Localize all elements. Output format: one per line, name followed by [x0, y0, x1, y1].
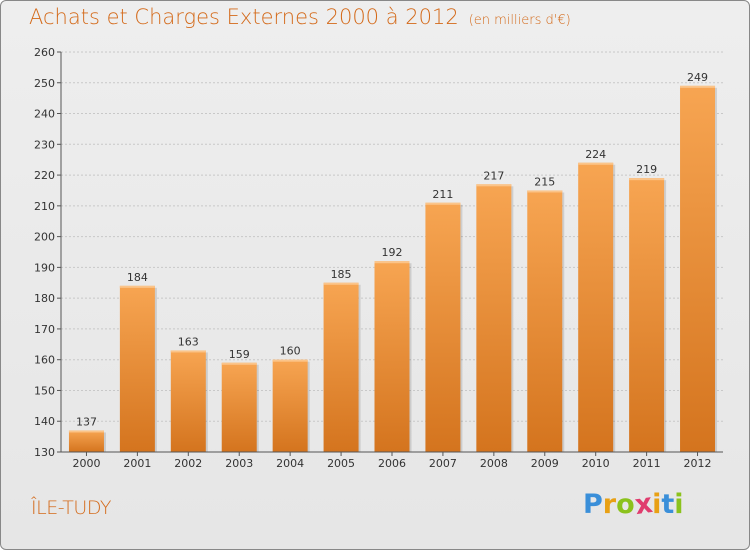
y-tick-label: 150: [34, 384, 55, 397]
logo-letter: r: [602, 489, 617, 520]
bar: [170, 350, 206, 452]
logo-letter: x: [632, 487, 655, 522]
bar-highlight: [68, 430, 104, 433]
x-tick-label: 2003: [225, 457, 253, 470]
y-tick-label: 200: [34, 231, 55, 244]
chart-title: Achats et Charges Externes 2000 à 2012 (e…: [29, 5, 571, 29]
x-tick-label: 2010: [582, 457, 610, 470]
logo-letter: P: [583, 489, 603, 520]
y-tick-label: 180: [34, 292, 55, 305]
bar-value-label: 184: [127, 271, 148, 284]
bar: [323, 282, 359, 452]
x-tick-label: 2001: [123, 457, 151, 470]
bar: [629, 178, 665, 452]
x-tick-label: 2012: [684, 457, 712, 470]
x-tick-label: 2005: [327, 457, 355, 470]
x-tick-label: 2000: [72, 457, 100, 470]
bar-value-label: 224: [585, 148, 606, 161]
bar-value-label: 249: [687, 71, 708, 84]
x-tick-label: 2008: [480, 457, 508, 470]
title-unit: (en milliers d'€): [468, 13, 571, 28]
bar-value-label: 217: [483, 169, 504, 182]
y-tick-label: 130: [34, 446, 55, 459]
bar-highlight: [425, 202, 461, 205]
bar-highlight: [578, 162, 614, 165]
bar-highlight: [272, 359, 308, 362]
bar: [680, 85, 716, 452]
bar-highlight: [476, 184, 512, 187]
y-tick-label: 160: [34, 354, 55, 367]
bar-value-label: 163: [178, 335, 199, 348]
logo-letter: i: [674, 489, 684, 520]
logo-letter: o: [616, 489, 635, 520]
bar: [476, 184, 512, 453]
bar-highlight: [680, 85, 716, 88]
bar-value-label: 219: [636, 163, 657, 176]
bar: [578, 162, 614, 452]
y-tick-label: 230: [34, 138, 55, 151]
y-tick-label: 170: [34, 323, 55, 336]
proxiti-logo[interactable]: Proxiti: [583, 487, 684, 522]
bar-highlight: [629, 178, 665, 181]
bar-highlight: [323, 282, 359, 285]
bar-highlight: [221, 362, 257, 365]
bar: [221, 362, 257, 452]
x-tick-label: 2011: [633, 457, 661, 470]
bar: [374, 261, 410, 452]
logo-letter: i: [652, 489, 662, 520]
city-name: ÎLE-TUDY: [31, 497, 112, 519]
bar-value-label: 137: [76, 415, 97, 428]
bar: [425, 202, 461, 452]
bar-highlight: [119, 285, 155, 288]
bar-value-label: 211: [432, 188, 453, 201]
bar-value-label: 185: [331, 268, 352, 281]
x-tick-label: 2007: [429, 457, 457, 470]
bar: [119, 285, 155, 452]
bar: [68, 430, 104, 452]
bar-highlight: [374, 261, 410, 264]
logo-letter: t: [661, 489, 675, 520]
bar: [272, 359, 308, 452]
y-tick-label: 250: [34, 77, 55, 90]
x-tick-label: 2009: [531, 457, 559, 470]
bar-value-label: 192: [382, 246, 403, 259]
x-tick-label: 2004: [276, 457, 304, 470]
title-text: Achats et Charges Externes 2000 à 2012: [29, 5, 459, 29]
bar: [527, 190, 563, 452]
y-tick-label: 240: [34, 108, 55, 121]
x-tick-label: 2002: [174, 457, 202, 470]
y-tick-label: 140: [34, 415, 55, 428]
bar-value-label: 215: [534, 175, 555, 188]
y-tick-label: 190: [34, 261, 55, 274]
bar-highlight: [170, 350, 206, 353]
bar-value-label: 160: [280, 345, 301, 358]
bar-highlight: [527, 190, 563, 193]
bar-value-label: 159: [229, 348, 250, 361]
x-tick-label: 2006: [378, 457, 406, 470]
y-tick-label: 220: [34, 169, 55, 182]
y-tick-label: 260: [34, 46, 55, 59]
y-tick-label: 210: [34, 200, 55, 213]
